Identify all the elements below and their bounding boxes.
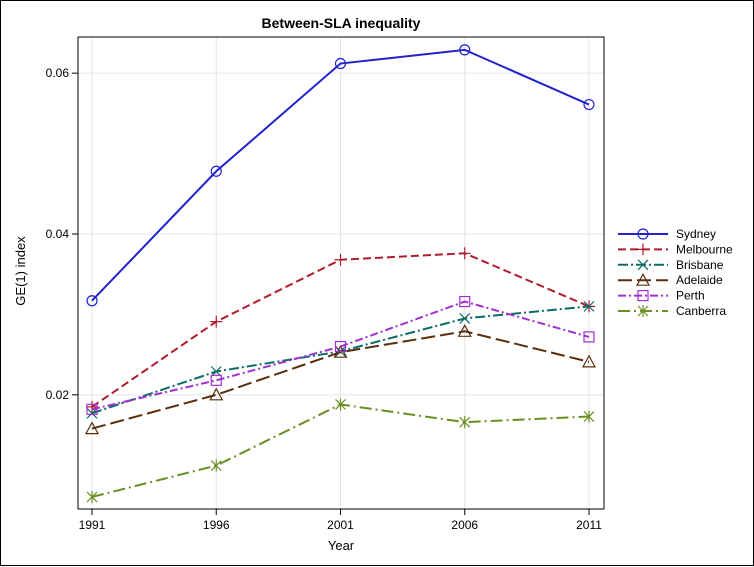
legend-label: Canberra bbox=[676, 304, 726, 318]
series-sydney bbox=[86, 44, 595, 307]
data-point-melbourne bbox=[334, 253, 347, 266]
series-line-perth bbox=[91, 300, 590, 411]
series-perth bbox=[86, 295, 595, 415]
y-axis-label: GE(1) index bbox=[13, 236, 28, 306]
data-point-brisbane bbox=[86, 407, 98, 419]
legend-marker bbox=[637, 259, 649, 271]
y-tick-label: 0.06 bbox=[46, 66, 70, 80]
data-point-sydney bbox=[210, 165, 222, 177]
y-tick-label: 0.02 bbox=[46, 388, 70, 402]
data-point-canberra bbox=[583, 410, 595, 423]
data-point-sydney bbox=[334, 57, 347, 70]
legend-marker bbox=[635, 272, 651, 286]
data-point-melbourne bbox=[86, 400, 98, 413]
y-tick-label: 0.04 bbox=[46, 227, 70, 241]
data-point-sydney bbox=[86, 295, 98, 307]
legend-item-brisbane: Brisbane bbox=[618, 258, 724, 272]
legend-label: Adelaide bbox=[676, 273, 723, 287]
data-point-adelaide bbox=[209, 387, 224, 401]
data-point-brisbane bbox=[459, 313, 471, 324]
legend-item-adelaide: Adelaide bbox=[618, 272, 723, 287]
legend-label: Brisbane bbox=[676, 258, 724, 272]
legend-marker bbox=[637, 290, 649, 302]
legend-item-canberra: Canberra bbox=[618, 304, 726, 318]
data-point-sydney bbox=[583, 98, 595, 111]
legend-label: Perth bbox=[676, 289, 705, 303]
data-point-perth bbox=[86, 403, 98, 415]
legend-item-sydney: Sydney bbox=[618, 227, 716, 241]
legend-label: Sydney bbox=[676, 227, 716, 241]
x-tick-label: 1991 bbox=[79, 518, 106, 532]
data-point-perth bbox=[210, 374, 222, 386]
data-point-canberra bbox=[335, 398, 346, 411]
data-point-brisbane bbox=[583, 300, 595, 312]
data-point-canberra bbox=[459, 416, 471, 429]
legend-marker bbox=[637, 305, 649, 317]
x-tick-label: 2001 bbox=[327, 518, 354, 532]
x-axis-label: Year bbox=[328, 538, 355, 553]
data-point-sydney bbox=[459, 44, 471, 56]
chart-title: Between-SLA inequality bbox=[262, 15, 421, 31]
data-point-canberra bbox=[86, 490, 98, 503]
legend-marker bbox=[637, 243, 649, 256]
data-point-melbourne bbox=[458, 247, 471, 260]
data-point-adelaide bbox=[581, 354, 597, 368]
data-point-perth bbox=[459, 295, 471, 308]
data-point-melbourne bbox=[210, 315, 223, 328]
data-point-perth bbox=[334, 340, 347, 353]
series-canberra bbox=[86, 398, 595, 503]
legend-marker bbox=[637, 228, 649, 240]
series-line-adelaide bbox=[91, 330, 590, 430]
data-point-adelaide bbox=[457, 324, 472, 337]
x-tick-label: 2011 bbox=[576, 518, 602, 532]
data-point-canberra bbox=[210, 459, 222, 472]
series-line-sydney bbox=[91, 48, 590, 302]
legend-item-melbourne: Melbourne bbox=[618, 242, 733, 256]
x-tick-label: 2006 bbox=[451, 518, 478, 532]
legend-item-perth: Perth bbox=[618, 289, 705, 303]
data-point-perth bbox=[583, 331, 595, 343]
data-point-adelaide bbox=[84, 421, 100, 435]
legend-label: Melbourne bbox=[676, 242, 733, 256]
x-tick-label: 1996 bbox=[203, 518, 230, 532]
